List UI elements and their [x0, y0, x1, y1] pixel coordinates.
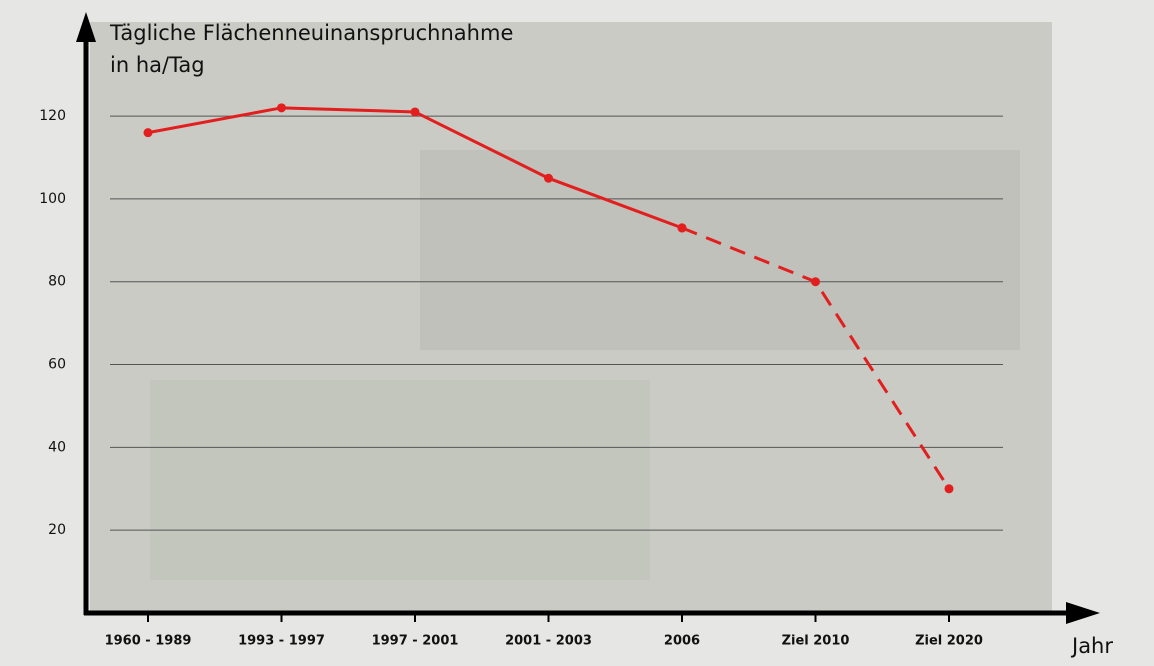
data-point	[544, 173, 553, 183]
x-tick-label: 1960 - 1989	[105, 634, 192, 649]
y-tick-label: 60	[48, 357, 66, 373]
y-tick-label: 20	[48, 522, 66, 538]
x-tick-label: 1993 - 1997	[238, 634, 325, 649]
y-tick-label: 80	[48, 274, 66, 290]
x-tick-label: 1997 - 2001	[372, 634, 459, 649]
y-tick-label: 100	[39, 191, 66, 207]
photo-shade	[150, 380, 650, 580]
y-axis-arrow	[76, 12, 96, 42]
data-point	[944, 484, 954, 494]
y-tick-label: 40	[48, 439, 66, 455]
x-tick-label: Ziel 2010	[782, 634, 850, 649]
photo-shade	[420, 150, 1020, 350]
x-tick-label: Ziel 2020	[915, 634, 983, 649]
y-tick-label: 120	[39, 108, 66, 124]
x-tick-label: 2006	[664, 634, 700, 649]
data-point	[410, 107, 420, 117]
x-axis-label: Jahr	[1070, 634, 1113, 658]
x-tick-label: 2001 - 2003	[505, 634, 592, 649]
chart-subtitle: in ha/Tag	[110, 53, 205, 77]
grid	[110, 115, 1003, 531]
data-point	[811, 277, 820, 287]
axes	[76, 12, 1100, 624]
x-axis-arrow	[1066, 602, 1100, 624]
chart-title: Tägliche Flächenneuinanspruchnahme	[109, 21, 513, 45]
data-point	[677, 223, 687, 233]
data-point	[143, 128, 153, 138]
data-point	[277, 103, 286, 113]
